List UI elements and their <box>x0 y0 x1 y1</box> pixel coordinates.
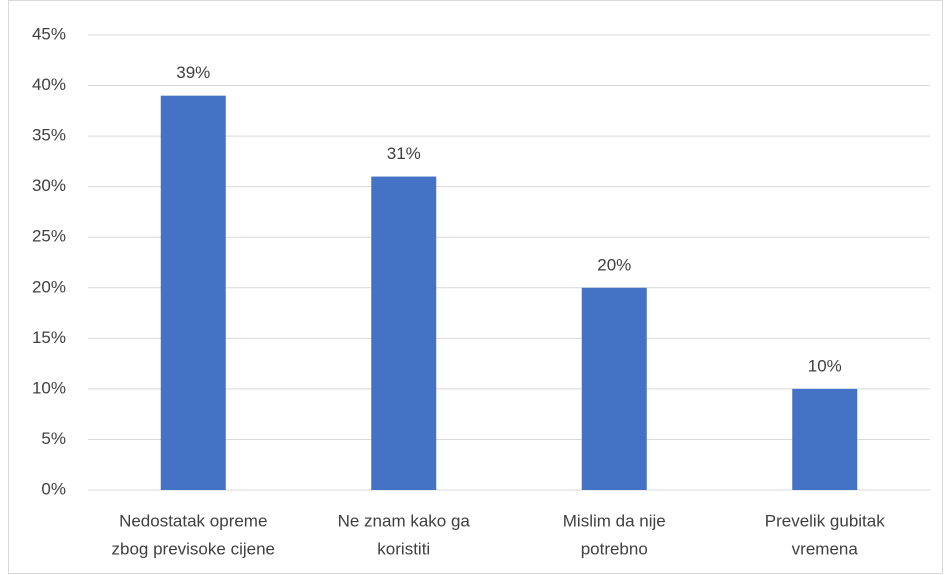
y-tick-label: 10% <box>32 378 66 397</box>
data-label: 10% <box>808 356 842 375</box>
data-label: 31% <box>387 144 421 163</box>
x-tick-label: Ne znam kako ga <box>338 511 471 530</box>
y-tick-label: 15% <box>32 328 66 347</box>
x-tick-label: potrebno <box>581 539 648 558</box>
y-tick-label: 20% <box>32 277 66 296</box>
y-tick-label: 5% <box>41 429 66 448</box>
bar <box>160 95 226 491</box>
x-tick-label: vremena <box>792 539 859 558</box>
y-tick-label: 25% <box>32 227 66 246</box>
y-tick-label: 40% <box>32 75 66 94</box>
data-label: 39% <box>176 63 210 82</box>
y-tick-label: 0% <box>41 479 66 498</box>
x-tick-label: zbog previsoke cijene <box>112 539 275 558</box>
x-tick-label: Mislim da nije <box>563 511 666 530</box>
data-label: 20% <box>597 255 631 274</box>
x-tick-label: Prevelik gubitak <box>765 511 886 530</box>
y-tick-label: 35% <box>32 126 66 145</box>
y-tick-label: 45% <box>32 24 66 43</box>
bar <box>792 388 858 490</box>
x-tick-label: koristiti <box>377 539 430 558</box>
x-tick-label: Nedostatak opreme <box>119 511 267 530</box>
bar <box>581 287 647 490</box>
y-tick-label: 30% <box>32 176 66 195</box>
bar <box>371 176 437 491</box>
